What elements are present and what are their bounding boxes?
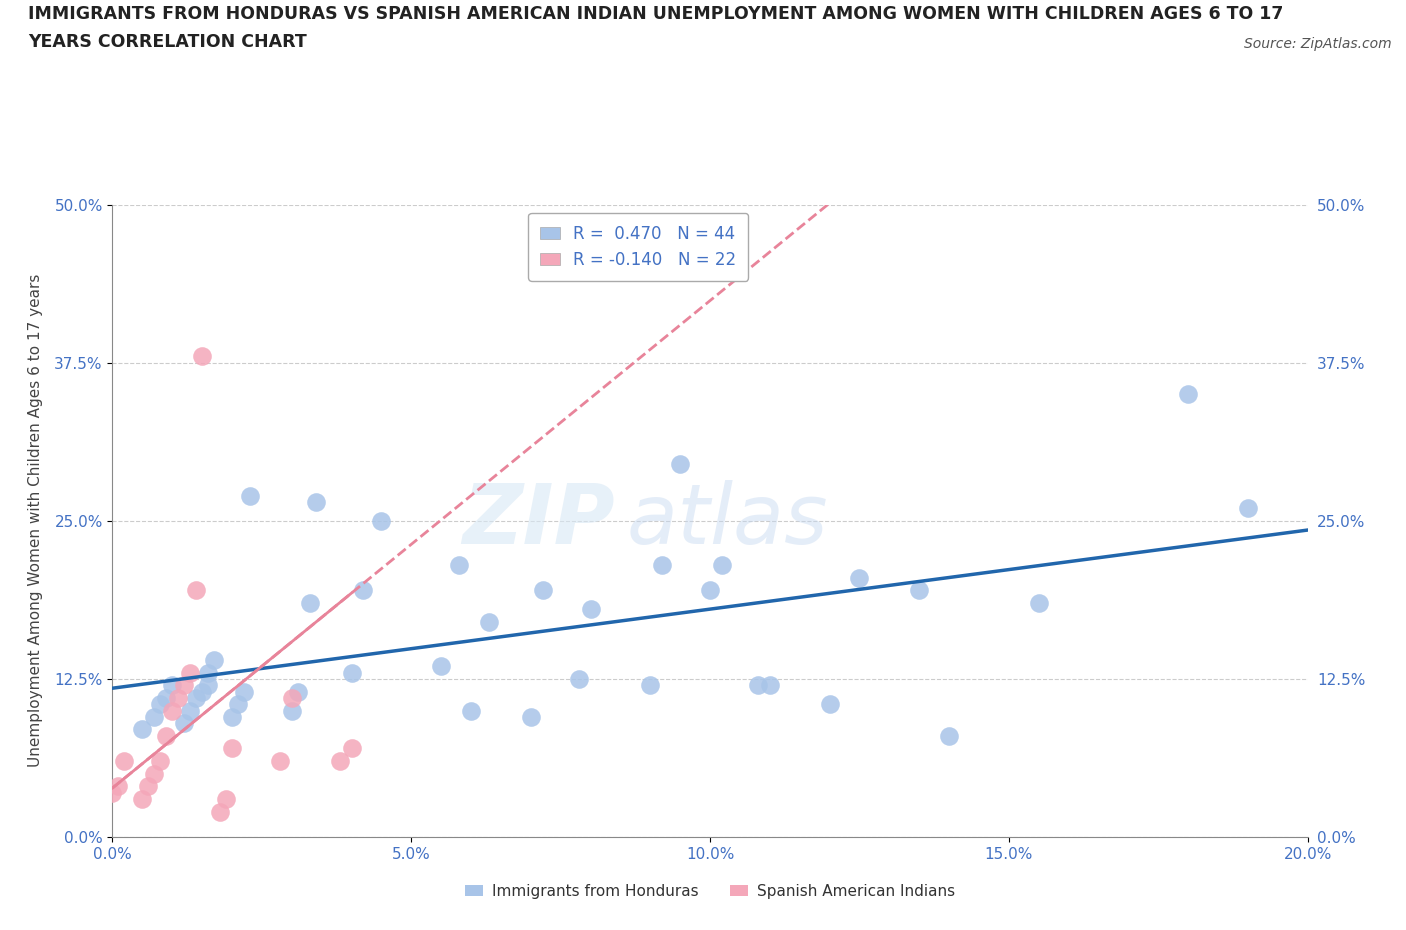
Point bbox=[162, 703, 183, 718]
Point bbox=[818, 697, 841, 711]
Point bbox=[711, 558, 734, 573]
Point bbox=[155, 728, 177, 743]
Point bbox=[759, 678, 782, 693]
Point bbox=[531, 583, 554, 598]
Point bbox=[699, 583, 721, 598]
Point bbox=[202, 653, 225, 668]
Point bbox=[215, 791, 238, 806]
Point bbox=[567, 671, 591, 686]
Point bbox=[101, 785, 124, 800]
Point bbox=[328, 753, 352, 768]
Point bbox=[460, 703, 482, 718]
Point bbox=[107, 779, 129, 794]
Point bbox=[221, 710, 243, 724]
Point bbox=[550, 235, 572, 250]
Text: ZIP: ZIP bbox=[461, 480, 614, 562]
Point bbox=[221, 741, 243, 756]
Point bbox=[143, 766, 166, 781]
Point bbox=[131, 791, 153, 806]
Point bbox=[340, 665, 363, 680]
Point bbox=[208, 804, 231, 819]
Point bbox=[1028, 595, 1050, 610]
Text: IMMIGRANTS FROM HONDURAS VS SPANISH AMERICAN INDIAN UNEMPLOYMENT AMONG WOMEN WIT: IMMIGRANTS FROM HONDURAS VS SPANISH AMER… bbox=[28, 5, 1284, 22]
Point bbox=[304, 495, 326, 510]
Text: YEARS CORRELATION CHART: YEARS CORRELATION CHART bbox=[28, 33, 307, 50]
Point bbox=[143, 710, 166, 724]
Point bbox=[162, 678, 183, 693]
Point bbox=[186, 583, 208, 598]
Point bbox=[747, 678, 769, 693]
Point bbox=[669, 457, 692, 472]
Point bbox=[520, 710, 543, 724]
Text: Source: ZipAtlas.com: Source: ZipAtlas.com bbox=[1244, 37, 1392, 51]
Point bbox=[281, 690, 304, 705]
Point bbox=[197, 665, 219, 680]
Point bbox=[287, 684, 309, 699]
Point bbox=[149, 753, 172, 768]
Point bbox=[138, 779, 160, 794]
Point bbox=[191, 684, 214, 699]
Legend: Immigrants from Honduras, Spanish American Indians: Immigrants from Honduras, Spanish Americ… bbox=[458, 878, 962, 905]
Point bbox=[114, 753, 135, 768]
Point bbox=[131, 722, 153, 737]
Point bbox=[370, 513, 392, 528]
Point bbox=[430, 658, 453, 673]
Point bbox=[197, 678, 219, 693]
Point bbox=[478, 615, 501, 630]
Point bbox=[232, 684, 256, 699]
Point bbox=[1237, 500, 1260, 515]
Point bbox=[651, 558, 673, 573]
Point bbox=[938, 728, 960, 743]
Point bbox=[848, 570, 870, 585]
Y-axis label: Unemployment Among Women with Children Ages 6 to 17 years: Unemployment Among Women with Children A… bbox=[28, 274, 44, 767]
Point bbox=[191, 349, 214, 364]
Point bbox=[908, 583, 931, 598]
Point bbox=[173, 678, 195, 693]
Text: atlas: atlas bbox=[626, 480, 828, 562]
Point bbox=[167, 690, 190, 705]
Point bbox=[173, 716, 195, 731]
Point bbox=[340, 741, 363, 756]
Point bbox=[149, 697, 172, 711]
Point bbox=[179, 703, 201, 718]
Point bbox=[239, 488, 262, 503]
Point bbox=[281, 703, 304, 718]
Point bbox=[186, 690, 208, 705]
Point bbox=[179, 665, 201, 680]
Point bbox=[269, 753, 291, 768]
Point bbox=[447, 558, 470, 573]
Point bbox=[298, 595, 321, 610]
Point bbox=[1177, 387, 1199, 402]
Point bbox=[579, 602, 602, 617]
Point bbox=[638, 678, 662, 693]
Point bbox=[352, 583, 374, 598]
Point bbox=[155, 690, 177, 705]
Point bbox=[226, 697, 249, 711]
